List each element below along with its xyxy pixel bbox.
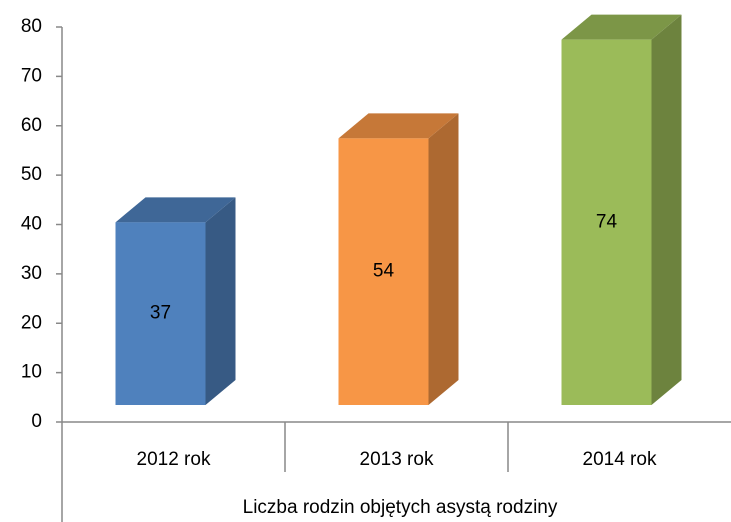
bar-side <box>651 14 682 405</box>
bar-top <box>115 197 236 223</box>
y-tick-label: 60 <box>21 115 42 136</box>
data-label: 74 <box>596 211 618 232</box>
y-tick-label: 80 <box>21 16 42 37</box>
x-axis-title: Liczba rodzin objętych asystą rodziny <box>243 497 558 518</box>
bar-top <box>561 14 682 40</box>
bar <box>338 138 429 405</box>
data-label: 54 <box>373 261 395 282</box>
bar <box>115 222 206 405</box>
y-tick-label: 50 <box>21 164 42 185</box>
bar-top <box>338 113 459 139</box>
bar <box>561 39 652 405</box>
y-tick-label: 70 <box>21 65 42 86</box>
data-label: 37 <box>150 303 171 324</box>
bar-side <box>428 113 459 405</box>
y-tick-label: 30 <box>21 263 42 284</box>
y-tick-label: 10 <box>21 362 42 383</box>
y-tick-label: 0 <box>31 411 42 432</box>
x-tick-label: 2012 rok <box>137 449 211 470</box>
x-tick-label: 2013 rok <box>360 449 434 470</box>
bar-side <box>205 197 236 405</box>
y-tick-label: 20 <box>21 312 42 333</box>
y-tick-label: 40 <box>21 214 42 235</box>
x-tick-label: 2014 rok <box>583 449 657 470</box>
